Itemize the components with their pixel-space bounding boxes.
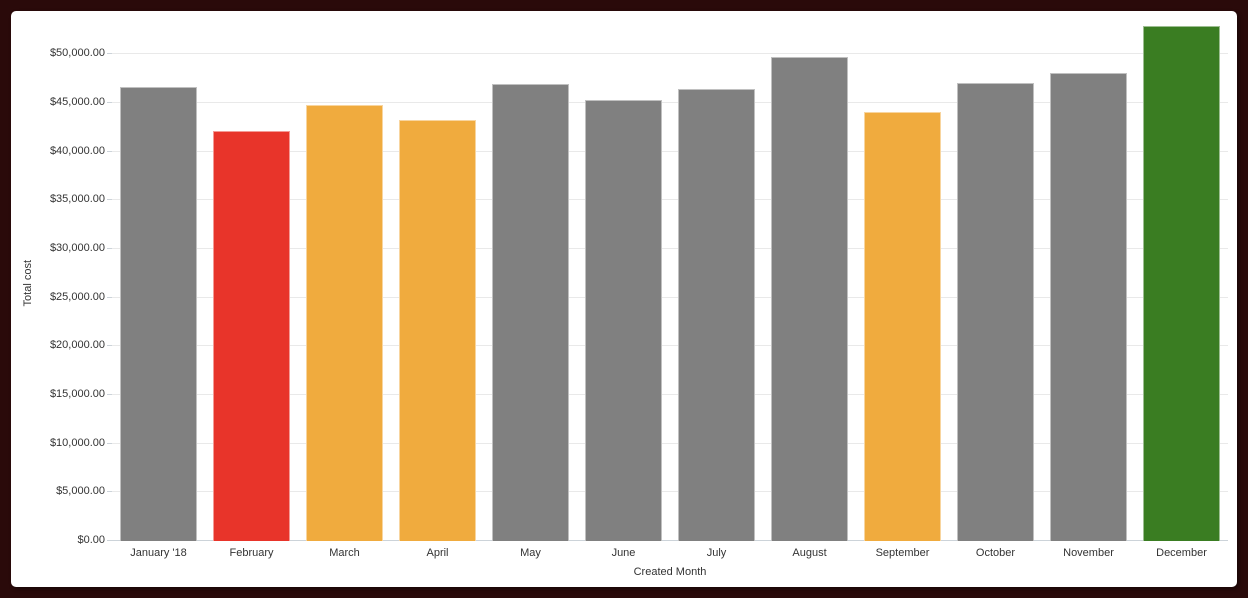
bar-august[interactable] xyxy=(771,57,848,541)
y-tick-label: $50,000.00 xyxy=(49,47,105,60)
gridline xyxy=(112,491,1228,493)
y-tick-mark xyxy=(107,442,112,444)
bar-slot xyxy=(205,25,298,541)
x-axis-line xyxy=(112,540,1228,541)
bar-january-18[interactable] xyxy=(120,87,197,541)
chart-panel: Total cost $0.00 $5,000.00 $10,000.00 $15,0… xyxy=(11,11,1237,587)
y-tick-label: $40,000.00 xyxy=(49,144,105,157)
y-tick-label: $25,000.00 xyxy=(49,290,105,303)
y-tick-mark xyxy=(107,101,112,103)
bar-may[interactable] xyxy=(492,84,569,541)
y-tick-mark xyxy=(107,491,112,493)
y-tick-mark xyxy=(107,345,112,347)
y-tick-label: $5,000.00 xyxy=(56,485,105,498)
y-axis: $0.00 $5,000.00 $10,000.00 $15,000.00 $20,00… xyxy=(11,25,105,546)
gridline xyxy=(112,393,1228,395)
x-tick-label-september: September xyxy=(875,547,930,559)
bar-july[interactable] xyxy=(678,89,755,541)
bar-slot xyxy=(1135,25,1228,541)
y-tick-mark xyxy=(107,53,112,55)
x-tick-label-june: June xyxy=(611,547,636,559)
bar-december[interactable] xyxy=(1143,25,1220,541)
plot-area xyxy=(107,25,1228,541)
bar-october[interactable] xyxy=(957,83,1034,541)
y-tick-mark xyxy=(107,150,112,152)
gridline xyxy=(112,247,1228,249)
x-tick-label-may: May xyxy=(520,547,541,559)
y-tick-mark xyxy=(107,540,112,541)
y-tick-label: $35,000.00 xyxy=(49,193,105,206)
bar-slot xyxy=(1042,25,1135,541)
bar-march[interactable] xyxy=(306,105,383,541)
x-tick-label-december: December xyxy=(1156,547,1207,559)
x-tick-label-february: February xyxy=(229,547,274,559)
gridline xyxy=(112,345,1228,347)
bar-slot xyxy=(391,25,484,541)
x-tick-label-july: July xyxy=(706,547,727,559)
x-tick-label-march: March xyxy=(329,547,360,559)
x-tick-label-january-18: January '18 xyxy=(130,547,187,559)
y-tick-label: $10,000.00 xyxy=(49,436,105,449)
bar-slot xyxy=(763,25,856,541)
gridline xyxy=(112,442,1228,444)
bar-slot xyxy=(856,25,949,541)
y-tick-label: $0.00 xyxy=(77,534,105,546)
y-tick-mark xyxy=(107,393,112,395)
bar-slot xyxy=(298,25,391,541)
bar-april[interactable] xyxy=(399,120,476,541)
bar-slot xyxy=(484,25,577,541)
y-tick-mark xyxy=(107,199,112,201)
x-axis-labels: January '18 February March April May June July… xyxy=(112,546,1228,560)
bar-june[interactable] xyxy=(585,100,662,541)
x-tick-label-august: August xyxy=(792,547,827,559)
gridline xyxy=(112,199,1228,201)
bar-november[interactable] xyxy=(1050,72,1127,541)
bar-slot xyxy=(670,25,763,541)
bar-series xyxy=(112,25,1228,541)
gridline xyxy=(112,101,1228,103)
x-tick-label-october: October xyxy=(975,547,1016,559)
gridline xyxy=(112,296,1228,298)
bar-slot xyxy=(112,25,205,541)
gridline xyxy=(112,53,1228,55)
x-axis-title: Created Month xyxy=(633,566,707,578)
y-tick-mark xyxy=(107,247,112,249)
bar-slot xyxy=(577,25,670,541)
x-tick-label-november: November xyxy=(1063,547,1114,559)
y-tick-label: $30,000.00 xyxy=(49,241,105,254)
gridline xyxy=(112,150,1228,152)
bar-slot xyxy=(949,25,1042,541)
y-tick-label: $20,000.00 xyxy=(49,339,105,352)
y-tick-label: $15,000.00 xyxy=(49,387,105,400)
y-tick-label: $45,000.00 xyxy=(49,95,105,108)
bar-february[interactable] xyxy=(213,131,290,541)
x-tick-label-april: April xyxy=(426,547,449,559)
y-tick-mark xyxy=(107,296,112,298)
bar-september[interactable] xyxy=(864,111,941,541)
